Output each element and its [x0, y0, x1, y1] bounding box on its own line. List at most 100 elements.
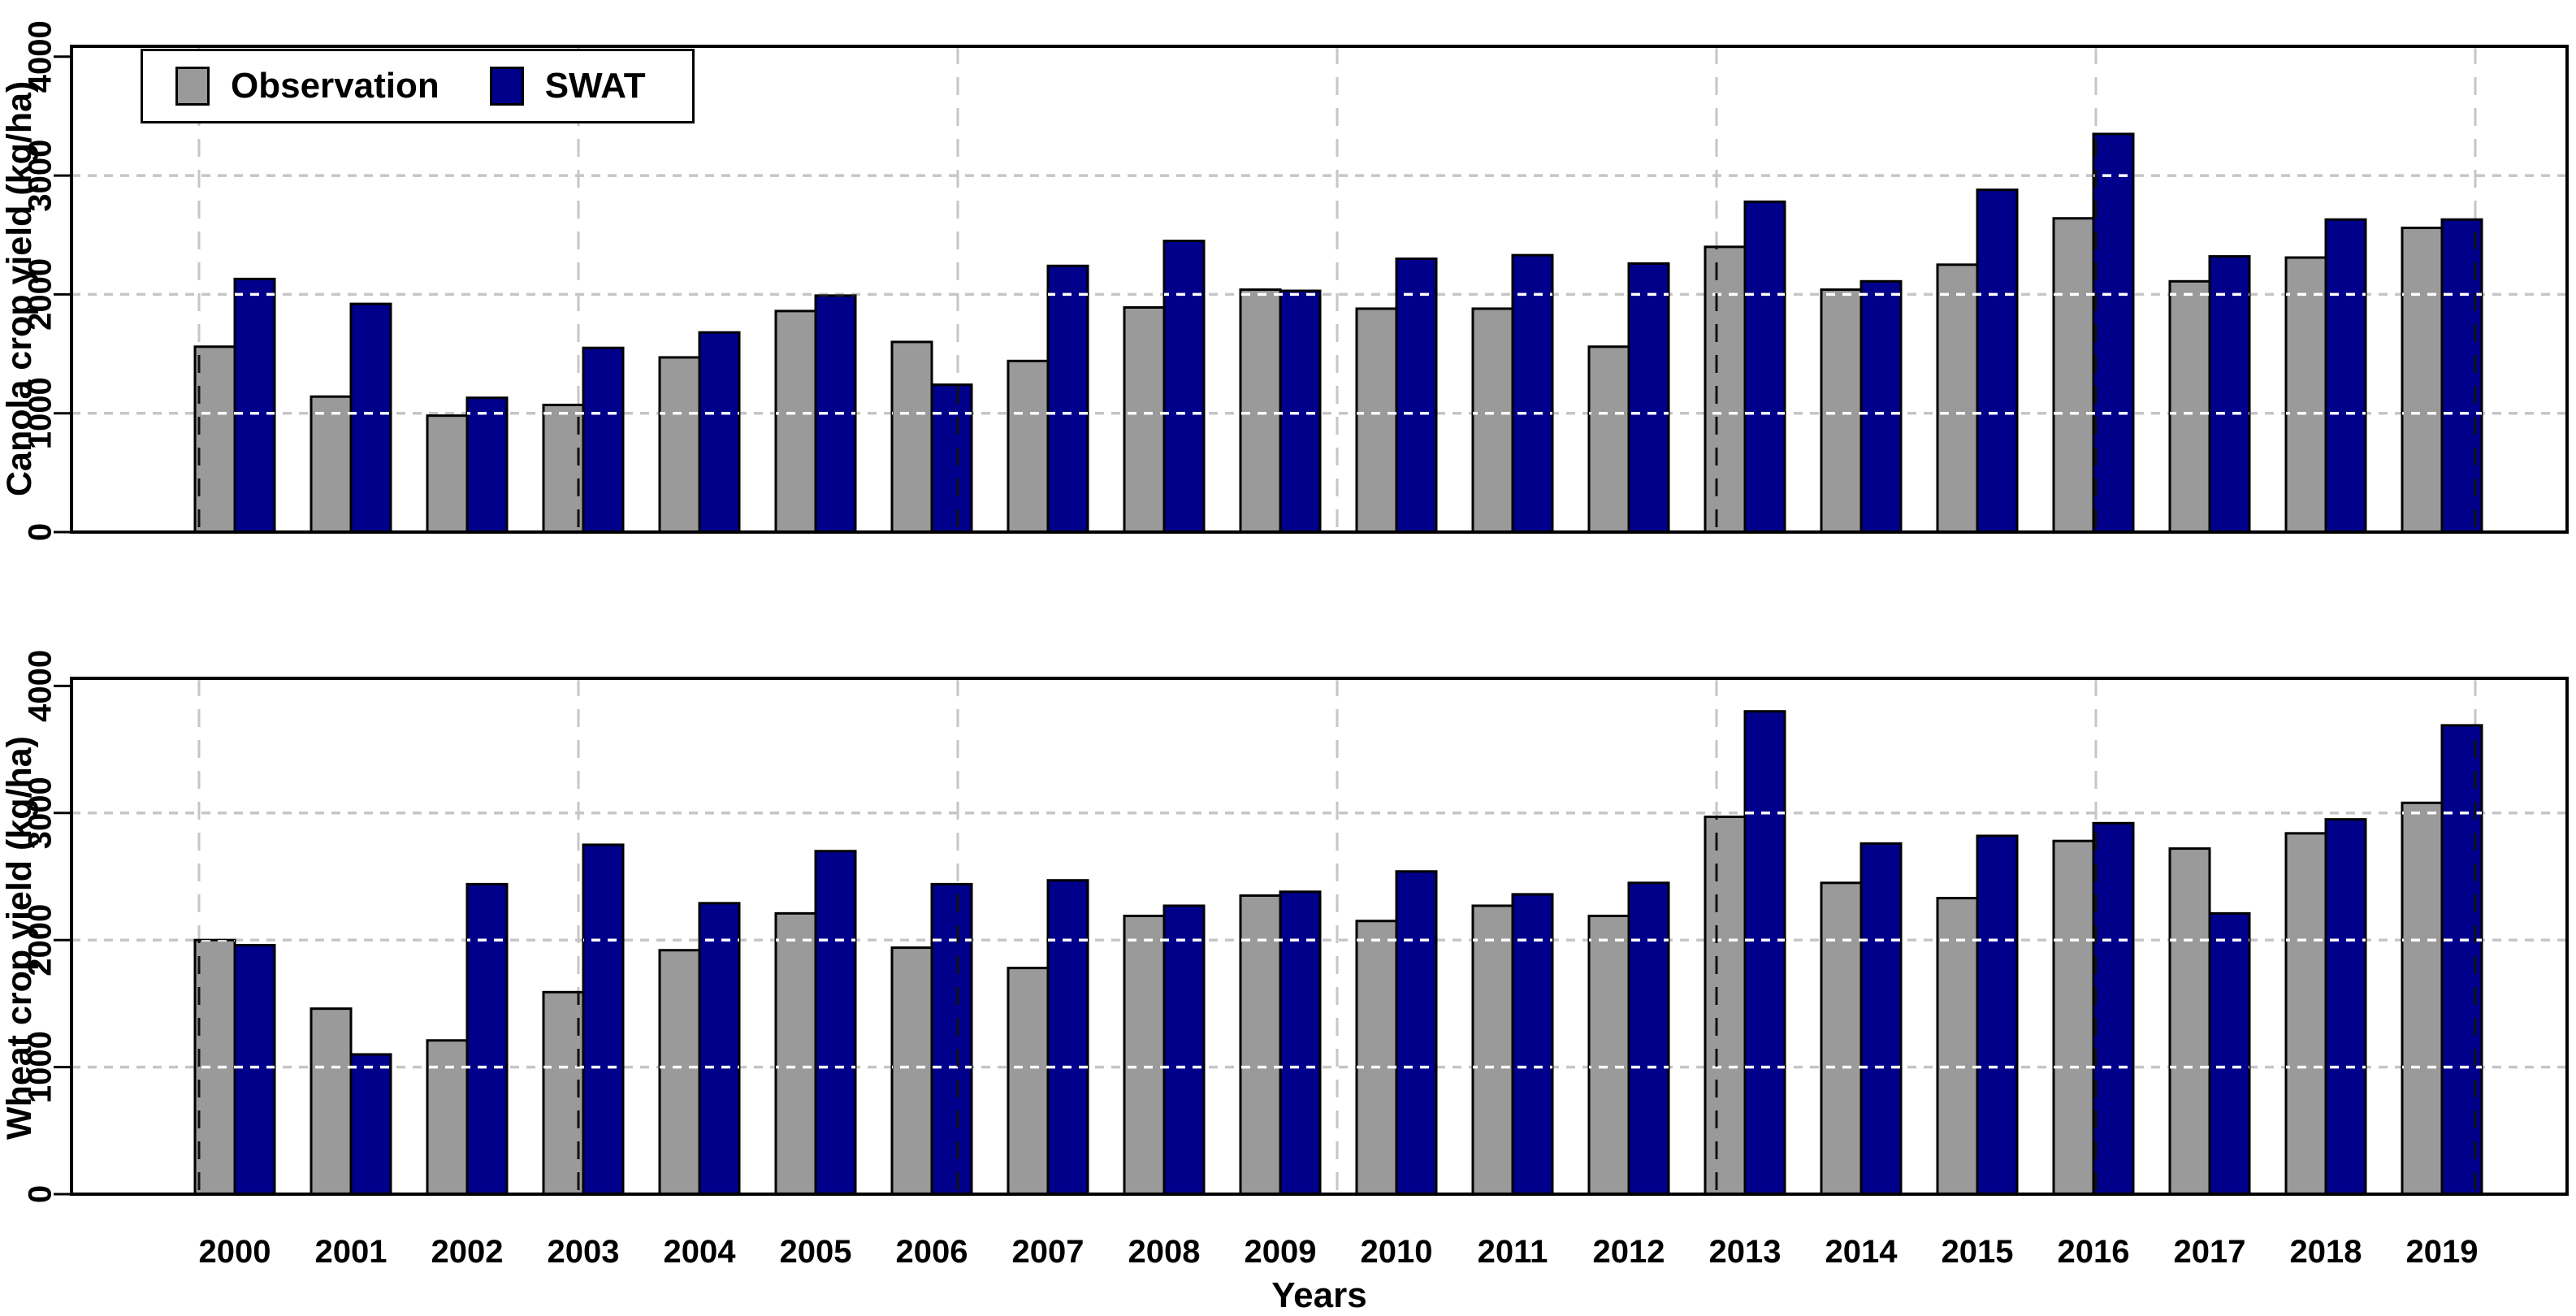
- bar-swat-2010: [1395, 870, 1438, 1196]
- y-tick-label: 1000: [23, 1031, 58, 1103]
- bar-observation-2009: [1239, 894, 1282, 1196]
- bar-swat-2018: [2324, 218, 2367, 534]
- bar-observation-2016: [2052, 217, 2095, 534]
- x-tick-label: 2004: [664, 1234, 737, 1270]
- bar-swat-2000: [233, 277, 276, 534]
- x-tick-label: 2005: [780, 1234, 852, 1270]
- x-tick-label: 2007: [1012, 1234, 1085, 1270]
- bar-swat-2014: [1859, 279, 1903, 534]
- observation-color-swatch: [175, 67, 210, 106]
- x-tick-label: 2013: [1709, 1234, 1782, 1270]
- bar-observation-2016: [2052, 839, 2095, 1196]
- bar-swat-2006: [930, 882, 973, 1196]
- bar-swat-2005: [814, 850, 857, 1196]
- bar-observation-2011: [1471, 307, 1514, 534]
- x-tick-label: 2017: [2174, 1234, 2246, 1270]
- bar-observation-2015: [1936, 897, 1979, 1196]
- bar-swat-2017: [2208, 911, 2251, 1196]
- panel-frame: [70, 45, 2569, 534]
- bar-observation-2005: [774, 911, 817, 1196]
- bar-swat-2004: [698, 902, 741, 1196]
- bar-swat-2001: [349, 302, 392, 534]
- bar-observation-2002: [426, 414, 469, 534]
- bar-observation-2018: [2284, 256, 2327, 534]
- x-tick-label: 2014: [1825, 1234, 1898, 1270]
- bar-observation-2015: [1936, 263, 1979, 534]
- bar-swat-2002: [465, 882, 509, 1196]
- y-tick-label: 2000: [23, 904, 58, 976]
- bar-observation-2006: [890, 946, 933, 1196]
- swat-color-swatch: [489, 67, 524, 106]
- bar-swat-2007: [1046, 264, 1089, 534]
- bar-swat-2006: [930, 383, 973, 534]
- bar-observation-2002: [426, 1039, 469, 1196]
- x-tick-label: 2008: [1128, 1234, 1201, 1270]
- bar-observation-2014: [1820, 881, 1863, 1196]
- y-tick-label: 0: [23, 1185, 58, 1203]
- bar-swat-2015: [1976, 188, 2019, 534]
- x-tick-label: 2011: [1478, 1234, 1548, 1270]
- y-tick-label: 3000: [23, 777, 58, 849]
- y-tick-label: 4000: [23, 650, 58, 722]
- x-tick-label: 2010: [1361, 1234, 1433, 1270]
- bar-observation-2001: [310, 395, 353, 534]
- bar-swat-2007: [1046, 879, 1089, 1196]
- legend: Observation SWAT: [141, 49, 695, 123]
- y-tick-label: 2000: [23, 258, 58, 331]
- bar-observation-2007: [1007, 967, 1050, 1196]
- bar-swat-2018: [2324, 818, 2367, 1196]
- bar-observation-2006: [890, 340, 933, 534]
- bar-swat-2013: [1743, 200, 1786, 534]
- bar-observation-2001: [310, 1007, 353, 1196]
- bar-swat-2012: [1627, 881, 1670, 1196]
- bar-observation-2008: [1123, 914, 1166, 1196]
- bar-swat-2015: [1976, 834, 2019, 1196]
- bar-observation-2013: [1704, 815, 1747, 1196]
- bar-swat-2002: [465, 396, 509, 534]
- bar-observation-2004: [658, 356, 701, 534]
- bar-swat-2009: [1279, 289, 1322, 534]
- bar-observation-2005: [774, 310, 817, 534]
- bar-swat-2016: [2092, 132, 2135, 534]
- bar-observation-2007: [1007, 359, 1050, 534]
- x-tick-label: 2003: [548, 1234, 620, 1270]
- bar-observation-2019: [2401, 226, 2444, 534]
- x-tick-label: 2006: [896, 1234, 968, 1270]
- bar-swat-2003: [582, 346, 625, 534]
- x-tick-label: 2018: [2290, 1234, 2362, 1270]
- canola-y-axis-title: Canola crop yield (kg/ha): [0, 80, 39, 496]
- bar-observation-2004: [658, 949, 701, 1196]
- bar-observation-2012: [1587, 345, 1630, 534]
- bar-swat-2003: [582, 843, 625, 1196]
- legend-label-swat: SWAT: [544, 66, 646, 106]
- bar-swat-2011: [1511, 253, 1554, 534]
- panel-frame: [70, 677, 2569, 1196]
- bar-observation-2012: [1587, 914, 1630, 1196]
- bar-swat-2012: [1627, 262, 1670, 534]
- bar-observation-2008: [1123, 305, 1166, 534]
- bar-swat-2008: [1162, 240, 1206, 534]
- bar-swat-2016: [2092, 821, 2135, 1196]
- bar-swat-2008: [1162, 904, 1206, 1196]
- bar-observation-2014: [1820, 288, 1863, 534]
- bar-swat-2010: [1395, 258, 1438, 534]
- bar-swat-2001: [349, 1053, 392, 1196]
- bar-swat-2011: [1511, 893, 1554, 1196]
- x-tick-label: 2015: [1942, 1234, 2014, 1270]
- bar-observation-2010: [1355, 920, 1398, 1196]
- bar-swat-2009: [1279, 890, 1322, 1196]
- y-tick-label: 0: [23, 523, 58, 541]
- bar-observation-2011: [1471, 904, 1514, 1196]
- bar-observation-2000: [193, 938, 236, 1196]
- x-tick-label: 2019: [2406, 1234, 2479, 1270]
- y-tick-label: 3000: [23, 140, 58, 212]
- bar-observation-2000: [193, 345, 236, 534]
- wheat-y-axis-title: Wheat crop yield (kg/ha): [0, 736, 39, 1141]
- x-tick-label: 2016: [2058, 1234, 2130, 1270]
- bar-swat-2004: [698, 331, 741, 534]
- x-tick-label: 2001: [315, 1234, 387, 1270]
- bar-observation-2009: [1239, 288, 1282, 534]
- bar-observation-2013: [1704, 245, 1747, 534]
